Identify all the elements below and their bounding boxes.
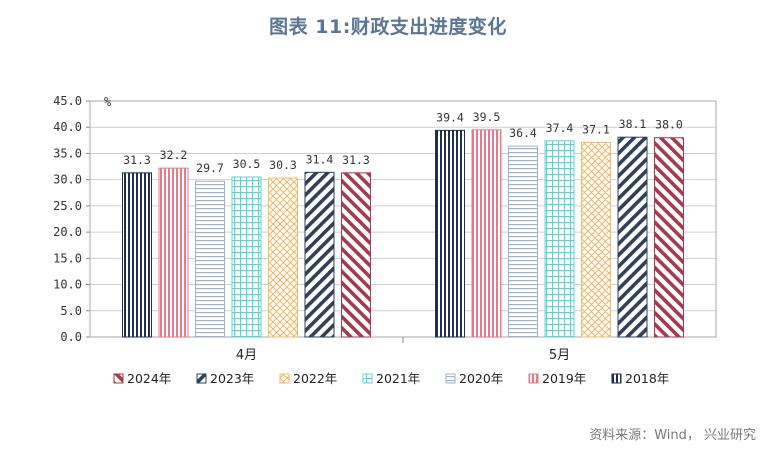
y-tick-label: 15.0 bbox=[53, 251, 82, 265]
legend-label: 2022年 bbox=[293, 371, 337, 386]
y-axis-unit: % bbox=[104, 95, 112, 109]
legend-label: 2024年 bbox=[127, 371, 171, 386]
y-tick-label: 5.0 bbox=[60, 304, 82, 318]
bar bbox=[195, 180, 225, 338]
data-label: 32.2 bbox=[160, 148, 188, 162]
bar bbox=[471, 129, 502, 338]
bar bbox=[617, 136, 648, 338]
y-tick-label: 25.0 bbox=[53, 199, 82, 213]
y-tick-label: 20.0 bbox=[53, 225, 82, 239]
legend-label: 2018年 bbox=[625, 371, 669, 386]
data-label: 39.5 bbox=[473, 110, 501, 124]
data-label: 31.3 bbox=[342, 153, 370, 167]
legend-swatch bbox=[528, 373, 539, 384]
bar bbox=[654, 137, 684, 338]
data-label: 31.4 bbox=[306, 152, 334, 166]
source-note: 资料来源：Wind， 兴业研究 bbox=[589, 428, 756, 443]
legend-label: 2020年 bbox=[459, 371, 503, 386]
data-label: 39.4 bbox=[436, 110, 464, 124]
legend-swatch bbox=[445, 373, 456, 384]
legend-swatch bbox=[196, 373, 207, 384]
legend-swatch bbox=[279, 373, 290, 384]
bar bbox=[158, 167, 189, 338]
data-label: 37.1 bbox=[582, 122, 610, 136]
bar bbox=[435, 129, 465, 338]
bar bbox=[304, 171, 335, 338]
data-label: 31.3 bbox=[123, 153, 151, 167]
y-tick-label: 10.0 bbox=[53, 278, 82, 292]
data-label: 30.3 bbox=[269, 158, 297, 172]
legend-label: 2021年 bbox=[376, 371, 420, 386]
legend-label: 2019年 bbox=[542, 371, 586, 386]
y-tick-label: 35.0 bbox=[53, 146, 82, 160]
bar bbox=[231, 176, 262, 338]
data-label: 30.5 bbox=[233, 157, 261, 171]
legend-swatch bbox=[362, 373, 373, 384]
y-tick-label: 30.0 bbox=[53, 173, 82, 187]
data-label: 29.7 bbox=[196, 161, 224, 175]
bar bbox=[268, 177, 298, 338]
data-label: 37.4 bbox=[546, 121, 574, 135]
y-tick-label: 40.0 bbox=[53, 120, 82, 134]
y-tick-label: 0.0 bbox=[60, 330, 82, 344]
legend-swatch bbox=[611, 373, 622, 384]
bar bbox=[544, 140, 575, 338]
data-label: 36.4 bbox=[509, 126, 537, 140]
category-label: 5月 bbox=[549, 348, 570, 363]
bar bbox=[341, 172, 371, 338]
data-label: 38.0 bbox=[655, 118, 683, 132]
bar bbox=[508, 145, 538, 338]
y-tick-label: 45.0 bbox=[53, 94, 82, 108]
bar bbox=[581, 141, 611, 338]
bar bbox=[122, 172, 152, 338]
chart-title: 图表 11:财政支出进度变化 bbox=[269, 16, 507, 38]
data-label: 38.1 bbox=[619, 117, 647, 131]
legend-swatch bbox=[113, 373, 124, 384]
category-label: 4月 bbox=[236, 348, 257, 363]
legend-label: 2023年 bbox=[210, 371, 254, 386]
